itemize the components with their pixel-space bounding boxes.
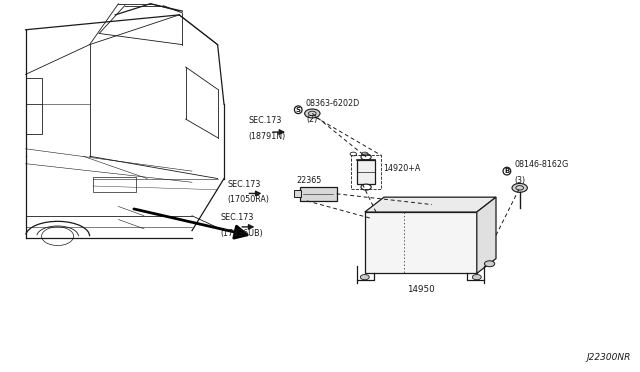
Polygon shape bbox=[365, 197, 496, 212]
Text: (3): (3) bbox=[515, 176, 525, 185]
Bar bbox=[93, 177, 136, 192]
Text: 08363-6202D: 08363-6202D bbox=[306, 99, 360, 108]
Text: 08146-8162G: 08146-8162G bbox=[515, 160, 569, 169]
Text: (18791N): (18791N) bbox=[248, 132, 285, 141]
Text: 22365: 22365 bbox=[296, 176, 322, 185]
Polygon shape bbox=[477, 197, 496, 273]
Circle shape bbox=[512, 183, 527, 192]
Text: J22300NR: J22300NR bbox=[586, 353, 630, 362]
Text: SEC.173: SEC.173 bbox=[228, 180, 261, 189]
Text: 14920+A: 14920+A bbox=[383, 164, 420, 173]
Text: (17050RA): (17050RA) bbox=[228, 195, 270, 204]
Circle shape bbox=[472, 275, 481, 280]
Circle shape bbox=[305, 109, 320, 118]
Circle shape bbox=[484, 261, 495, 267]
Bar bbox=[351, 155, 381, 189]
Bar bbox=[294, 190, 301, 197]
Bar bbox=[26, 78, 42, 134]
Text: 14950: 14950 bbox=[407, 285, 435, 294]
Text: SEC.173: SEC.173 bbox=[248, 116, 282, 125]
Text: S: S bbox=[296, 107, 301, 113]
Text: B: B bbox=[504, 168, 509, 174]
Circle shape bbox=[361, 154, 371, 160]
FancyBboxPatch shape bbox=[300, 187, 337, 201]
Text: SEC.173: SEC.173 bbox=[221, 213, 254, 222]
Bar bbox=[365, 212, 477, 273]
Text: (2): (2) bbox=[306, 115, 317, 124]
Text: (17336UB): (17336UB) bbox=[221, 229, 264, 238]
Circle shape bbox=[361, 184, 371, 190]
Bar bbox=[357, 160, 375, 184]
Circle shape bbox=[360, 275, 369, 280]
